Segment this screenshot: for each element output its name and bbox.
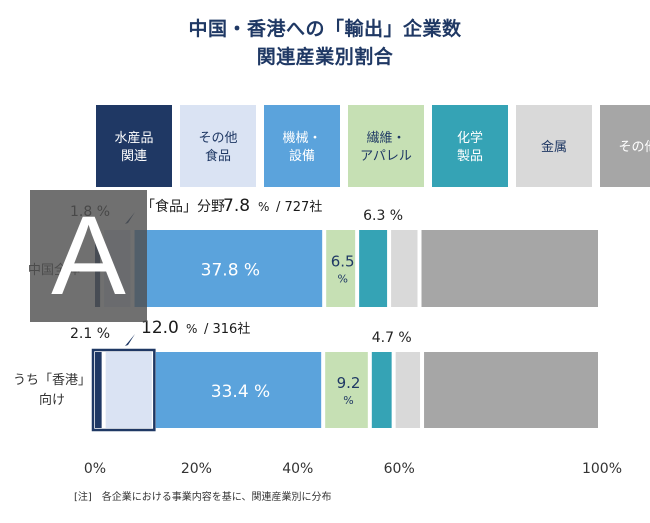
legend-swatch-other_food <box>180 105 256 187</box>
bar-other-row0 <box>421 230 598 307</box>
legend-label-other: その他 <box>618 140 650 155</box>
data-label-machinery-row1: 33.4 % <box>211 382 270 402</box>
data-label-food-row1: 2.1 % <box>70 326 110 342</box>
legend-swatch-textile <box>348 105 424 187</box>
category-label-row1-line0: うち「香港」 <box>13 373 91 388</box>
legend-label-metal: 金属 <box>541 139 567 155</box>
bar-food-row1 <box>95 352 102 428</box>
legend-label-food: 水産品 <box>114 130 153 146</box>
bar-metal-row0 <box>391 230 418 307</box>
category-label-row1-line1: 向け <box>39 392 65 408</box>
food-total-unit-row1: % <box>186 322 197 336</box>
data-label-textile-row1-line0: 9.2 <box>337 374 361 392</box>
data-label-textile-row0-line1: % <box>337 273 347 286</box>
x-tick-label: 40% <box>282 461 313 477</box>
legend-label-textile: 繊維・ <box>366 130 405 146</box>
overlay-letter: A <box>51 193 126 318</box>
legend-label-chemical: 化学 <box>457 130 483 146</box>
bar-machinery-row1 <box>155 352 322 428</box>
bar-other-row1 <box>424 352 598 428</box>
food-total-prefix-row0: 「食品」分野 <box>141 198 225 215</box>
food-sector-frame-row1 <box>91 348 156 432</box>
x-tick-label: 0% <box>84 461 106 477</box>
data-label-textile-row0-line0: 6.5 <box>331 253 355 271</box>
x-tick-label: 100% <box>582 461 622 477</box>
data-label-chemical-row1: 4.7 % <box>372 330 412 346</box>
data-label-textile-row1-line1: % <box>343 394 353 407</box>
footnote: [注] 各企業における事業内容を基に、関連産業別に分布 <box>74 492 332 503</box>
font-sample-overlay: A <box>30 190 147 322</box>
bar-other_food-row1 <box>105 352 152 428</box>
legend-swatch-metal <box>516 105 592 187</box>
food-total-value-row1: 12.0 <box>141 318 179 338</box>
legend-swatch-food <box>96 105 172 187</box>
x-tick-label: 20% <box>181 461 212 477</box>
legend-label-other_food: その他 <box>198 131 237 146</box>
food-total-count-row0: / 727社 <box>276 199 322 215</box>
bar-chemical-row1 <box>371 352 392 428</box>
data-label-machinery-row0: 37.8 % <box>201 261 260 281</box>
legend-swatch-chemical <box>432 105 508 187</box>
legend-label-food: 関連 <box>121 149 147 164</box>
chart-title-line1: 中国・香港への「輸出」企業数 <box>188 18 462 40</box>
bar-chemical-row0 <box>359 230 388 307</box>
x-tick-label: 60% <box>384 461 415 477</box>
bar-metal-row1 <box>395 352 421 428</box>
food-total-value-row0: 7.8 <box>223 196 250 216</box>
food-total-count-row1: / 316社 <box>204 321 250 337</box>
legend-swatch-machinery <box>264 105 340 187</box>
chart-title-line2: 関連産業別割合 <box>256 46 394 68</box>
legend-label-other_food: 食品 <box>205 148 231 164</box>
food-pointer-row1 <box>125 334 135 346</box>
bar-textile-row1 <box>325 352 368 428</box>
legend-label-machinery: 機械・ <box>282 131 321 146</box>
bar-machinery-row0 <box>134 230 323 307</box>
bar-textile-row0 <box>326 230 356 307</box>
legend-swatch-other <box>600 105 650 187</box>
legend-label-textile: アパレル <box>360 149 412 164</box>
legend-label-machinery: 設備 <box>289 148 315 164</box>
legend-label-chemical: 製品 <box>457 149 483 164</box>
data-label-chemical-row0: 6.3 % <box>363 208 403 224</box>
food-total-unit-row0: % <box>258 200 269 214</box>
